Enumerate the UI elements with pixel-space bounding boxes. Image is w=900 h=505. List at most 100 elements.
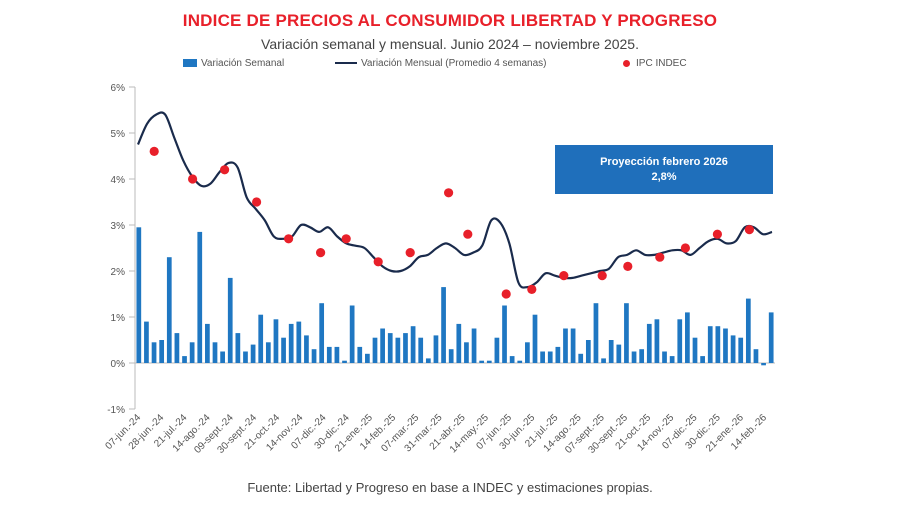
weekly-bar bbox=[365, 353, 370, 363]
weekly-bar bbox=[730, 335, 736, 363]
weekly-bar bbox=[601, 358, 606, 363]
weekly-bar bbox=[494, 337, 500, 363]
legend-swatch-dot bbox=[623, 59, 630, 67]
weekly-bar bbox=[403, 333, 408, 363]
weekly-bar bbox=[761, 363, 766, 366]
indec-point bbox=[316, 248, 326, 258]
chart-subtitle: Variación semanal y mensual. Junio 2024 … bbox=[261, 36, 639, 52]
weekly-bar bbox=[296, 321, 302, 363]
projection-value: 2,8% bbox=[651, 171, 677, 183]
weekly-bar bbox=[265, 342, 271, 363]
weekly-bar bbox=[631, 351, 637, 363]
weekly-bar bbox=[707, 326, 713, 363]
weekly-bar bbox=[479, 360, 485, 363]
indec-point bbox=[680, 243, 691, 253]
indec-point bbox=[444, 188, 454, 198]
weekly-bar bbox=[585, 340, 591, 363]
indec-point bbox=[501, 289, 511, 299]
indec-point bbox=[405, 248, 415, 258]
weekly-bar bbox=[685, 312, 690, 363]
weekly-bar bbox=[197, 231, 203, 363]
weekly-bar bbox=[441, 287, 446, 363]
weekly-bar bbox=[151, 342, 157, 363]
weekly-bar bbox=[410, 326, 416, 363]
weekly-bar bbox=[517, 360, 523, 363]
weekly-bar bbox=[662, 351, 667, 363]
weekly-bar bbox=[174, 333, 180, 363]
legend-item-weekly: Variación Semanal bbox=[183, 58, 284, 69]
weekly-bar bbox=[220, 351, 225, 363]
weekly-bar bbox=[304, 335, 309, 363]
y-tick-label: 5% bbox=[111, 129, 126, 140]
weekly-bar bbox=[456, 323, 462, 363]
weekly-bar bbox=[159, 340, 165, 363]
weekly-bar bbox=[616, 344, 622, 363]
indec-point bbox=[527, 284, 537, 294]
weekly-bar bbox=[311, 349, 317, 363]
weekly-bar bbox=[723, 328, 728, 363]
weekly-bar bbox=[669, 356, 675, 363]
weekly-bar bbox=[326, 346, 332, 363]
indec-point bbox=[712, 229, 723, 239]
weekly-bar bbox=[448, 349, 454, 363]
weekly-bar bbox=[738, 337, 744, 363]
indec-point bbox=[284, 234, 294, 244]
weekly-bar bbox=[715, 326, 721, 363]
indec-point bbox=[149, 146, 159, 156]
weekly-bar bbox=[380, 328, 385, 363]
y-tick-label: -1% bbox=[107, 405, 125, 416]
weekly-bar bbox=[250, 344, 256, 363]
weekly-bar bbox=[212, 342, 218, 363]
weekly-bar bbox=[349, 305, 355, 363]
monthly-line bbox=[136, 111, 773, 289]
weekly-bar bbox=[471, 328, 477, 363]
legend-label-weekly: Variación Semanal bbox=[201, 58, 285, 69]
indec-point bbox=[341, 234, 351, 244]
weekly-bar bbox=[136, 227, 142, 363]
legend-swatch-bar bbox=[183, 59, 197, 68]
indec-point bbox=[188, 174, 198, 184]
weekly-bar bbox=[547, 351, 553, 363]
weekly-bar bbox=[166, 257, 172, 363]
weekly-bar bbox=[692, 337, 698, 363]
weekly-bar bbox=[258, 314, 264, 363]
projection-title: Proyección febrero 2026 bbox=[600, 156, 728, 168]
legend-swatch-line bbox=[335, 62, 357, 65]
y-tick-label: 1% bbox=[111, 313, 126, 324]
weekly-bar bbox=[525, 342, 530, 363]
chart-title: INDICE DE PRECIOS AL CONSUMIDOR LIBERTAD… bbox=[182, 11, 718, 30]
y-tick-label: 6% bbox=[111, 83, 126, 94]
weekly-bar bbox=[570, 328, 576, 363]
indec-point bbox=[623, 261, 633, 271]
weekly-bar bbox=[464, 342, 469, 363]
weekly-bar bbox=[700, 356, 705, 363]
indec-point bbox=[655, 252, 665, 262]
weekly-bar bbox=[433, 335, 439, 363]
weekly-bar bbox=[395, 337, 401, 363]
weekly-bar bbox=[281, 337, 286, 363]
weekly-bar bbox=[509, 356, 515, 363]
indec-point bbox=[252, 197, 262, 207]
weekly-bar bbox=[563, 328, 568, 363]
weekly-bar bbox=[608, 340, 614, 363]
weekly-bar bbox=[578, 353, 584, 363]
weekly-bar bbox=[486, 360, 492, 363]
weekly-bar bbox=[387, 333, 393, 363]
legend-item-indec: IPC INDEC bbox=[623, 58, 687, 69]
chart-source: Fuente: Libertad y Progreso en base a IN… bbox=[247, 480, 653, 495]
weekly-bar bbox=[425, 358, 431, 363]
weekly-bar bbox=[205, 323, 210, 363]
weekly-bar bbox=[227, 277, 233, 363]
weekly-bar bbox=[768, 312, 774, 363]
weekly-bar bbox=[532, 314, 538, 363]
projection-box: Proyección febrero 2026 2,8% bbox=[555, 145, 773, 194]
indec-point bbox=[559, 271, 569, 281]
weekly-bar bbox=[745, 298, 751, 363]
weekly-bar bbox=[288, 323, 294, 363]
weekly-bar bbox=[677, 319, 683, 363]
y-tick-label: 2% bbox=[111, 267, 126, 278]
y-tick-label: 3% bbox=[111, 221, 126, 232]
legend-item-monthly: Variación Mensual (Promedio 4 semanas) bbox=[335, 58, 546, 69]
weekly-bar bbox=[753, 349, 759, 363]
weekly-bar bbox=[418, 337, 424, 363]
